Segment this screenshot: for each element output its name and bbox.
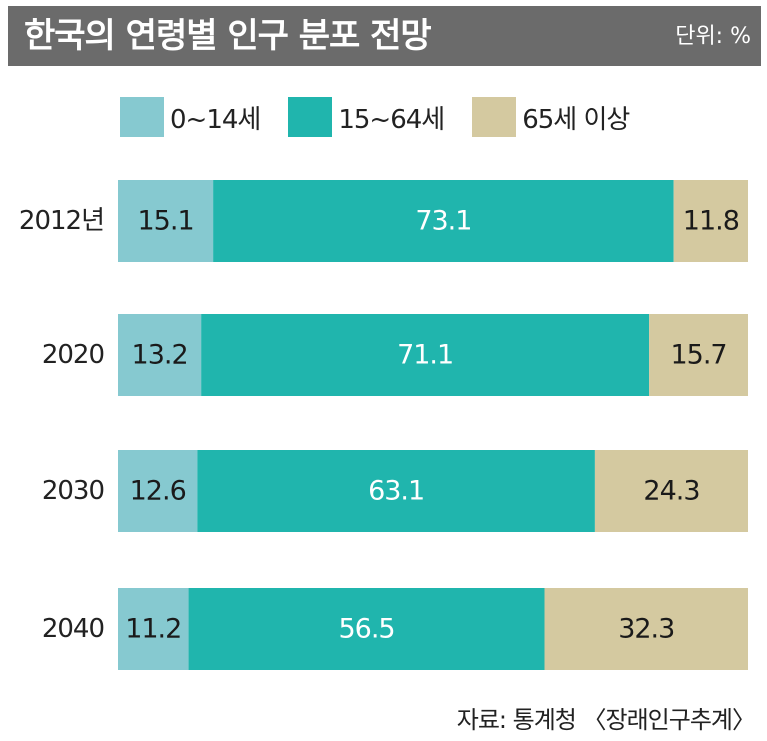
bar-segment-age-65-plus [594, 450, 748, 532]
bar-segment-age-0-14 [118, 588, 189, 670]
data-label-age-65-plus: 24.3 [643, 476, 699, 507]
category-label: 2030 [42, 476, 104, 506]
legend-label-age-15-64: 15~64세 [338, 104, 445, 135]
data-label-age-0-14: 12.6 [130, 476, 186, 507]
data-label-age-15-64: 56.5 [338, 614, 394, 645]
chart-title: 한국의 연령별 인구 분포 전망 [24, 16, 432, 56]
data-label-age-65-plus: 11.8 [683, 206, 739, 237]
legend-item-age-15-64: 15~64세 [288, 97, 445, 137]
bar-segment-age-0-14 [118, 180, 214, 262]
unit-label: 단위: % [675, 24, 751, 49]
data-label-age-0-14: 13.2 [132, 340, 188, 371]
bar-segment-age-0-14 [118, 450, 198, 532]
data-label-age-65-plus: 15.7 [670, 340, 726, 371]
title-bar: 한국의 연령별 인구 분포 전망 단위: % [8, 6, 761, 66]
legend-item-age-65-plus: 65세 이상 [472, 97, 630, 137]
bar-segment-age-15-64 [201, 314, 650, 396]
source-note: 자료: 통계청 〈장래인구추계〉 [456, 706, 756, 734]
data-label-age-65-plus: 32.3 [618, 614, 674, 645]
category-label: 2040 [42, 614, 104, 644]
bar-segment-age-65-plus [673, 180, 748, 262]
bar-segment-age-65-plus [649, 314, 748, 396]
bar-segment-age-15-64 [213, 180, 674, 262]
data-label-age-0-14: 11.2 [125, 614, 181, 645]
legend-item-age-0-14: 0~14세 [120, 97, 261, 137]
bar-segment-age-15-64 [197, 450, 595, 532]
legend-label-age-65-plus: 65세 이상 [522, 104, 630, 135]
legend-swatch-age-15-64 [288, 97, 333, 137]
legend-swatch-age-65-plus [472, 97, 517, 137]
legend-label-age-0-14: 0~14세 [170, 104, 261, 135]
data-label-age-0-14: 15.1 [138, 206, 194, 237]
category-label: 2012년 [19, 206, 104, 236]
category-label: 2020 [42, 340, 104, 370]
data-label-age-15-64: 73.1 [415, 206, 471, 237]
data-label-age-15-64: 71.1 [397, 340, 453, 371]
legend-swatch-age-0-14 [120, 97, 164, 137]
bar-segment-age-15-64 [188, 588, 545, 670]
bar-segment-age-65-plus [544, 588, 748, 670]
bar-segment-age-0-14 [118, 314, 202, 396]
data-label-age-15-64: 63.1 [368, 476, 424, 507]
legend: 0~14세 15~64세 65세 이상 [120, 95, 657, 139]
